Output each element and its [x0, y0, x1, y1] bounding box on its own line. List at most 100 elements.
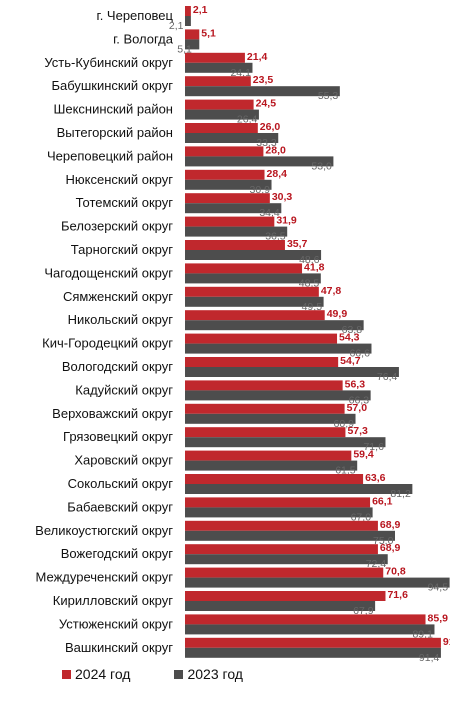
data-label-2024: 66,1: [372, 495, 393, 507]
data-label-2023: 94,5: [428, 582, 449, 594]
data-label-2024: 21,4: [247, 51, 268, 63]
bar-2023: [185, 320, 364, 331]
bar-2023: [185, 250, 322, 260]
bar-2023: [185, 62, 253, 73]
data-label-2023: 61,5: [335, 465, 356, 477]
category-label: Никольский округ: [68, 312, 174, 327]
bar-2023: [185, 343, 372, 354]
bar-2023: [185, 624, 435, 635]
data-label-2024: 70,8: [385, 566, 406, 578]
bar-2024: [185, 357, 339, 367]
data-label-2023: 53,0: [311, 160, 332, 172]
data-label-2023: 60,9: [334, 418, 355, 430]
data-label-2023: 5,1: [177, 43, 192, 55]
data-label-2023: 33,3: [256, 137, 277, 149]
data-label-2023: 2,1: [169, 20, 184, 32]
category-label: Грязовецкий округ: [63, 429, 173, 444]
bar-2024: [185, 286, 319, 297]
bar-2024: [185, 520, 378, 531]
category-label: Кирилловский округ: [53, 593, 173, 608]
category-label: Верховажский округ: [52, 406, 173, 421]
bar-2024: [185, 450, 352, 461]
data-label-2024: 85,9: [428, 612, 449, 624]
bar-2023: [185, 484, 413, 494]
bar-2024: [185, 99, 254, 110]
data-label-2023: 63,8: [342, 324, 363, 336]
data-label-2024: 24,5: [256, 98, 277, 110]
bar-2023: [185, 156, 334, 167]
data-label-2023: 81,2: [390, 488, 411, 500]
bar-2024: [185, 403, 345, 414]
data-label-2024: 68,9: [380, 542, 401, 554]
data-label-2023: 48,5: [299, 277, 320, 289]
data-label-2024: 26,0: [260, 121, 281, 133]
bar-2023: [185, 296, 324, 307]
bar-2024: [185, 637, 441, 648]
bar-2024: [185, 380, 343, 391]
data-label-2024: 47,8: [321, 285, 342, 297]
category-label: Харовский округ: [74, 453, 173, 468]
bar-2023: [185, 133, 279, 143]
data-label-2023: 72,4: [366, 558, 387, 570]
data-label-2023: 76,4: [377, 371, 398, 383]
legend-label-2024: 2024 год: [75, 666, 131, 682]
bar-2023: [185, 390, 371, 401]
legend-swatch-2023: [174, 669, 184, 679]
data-label-2024: 91,4: [443, 636, 450, 648]
data-label-2024: 2,1: [193, 4, 208, 16]
category-label: Шекснинский район: [53, 102, 173, 117]
bar-2024: [185, 6, 191, 16]
bar-2024: [185, 614, 426, 625]
category-label: Череповецкий район: [47, 148, 173, 163]
data-label-2023: 71,6: [363, 441, 384, 453]
data-label-2024: 49,9: [327, 308, 348, 320]
bar-2024: [185, 567, 384, 578]
bar-2024: [185, 591, 386, 601]
data-label-2023: 48,6: [299, 254, 320, 266]
category-label: г. Вологда: [113, 31, 174, 46]
bar-2023: [185, 413, 356, 424]
bar-2024: [185, 216, 275, 227]
data-label-2024: 41,8: [304, 261, 325, 273]
category-label: Кич-Городецкий округ: [42, 336, 173, 351]
data-label-2023: 75,0: [373, 535, 394, 547]
bar-2023: [185, 554, 388, 565]
data-label-2023: 67,9: [353, 605, 374, 617]
bar-2024: [185, 146, 264, 157]
category-label: Вытегорский район: [57, 125, 173, 140]
bar-2024: [185, 193, 270, 204]
bar-2023: [185, 203, 282, 214]
bar-2023: [185, 647, 441, 658]
data-label-2023: 89,1: [412, 628, 433, 640]
data-label-2024: 57,3: [347, 425, 368, 437]
bar-2023: [185, 460, 358, 471]
bar-2024: [185, 333, 338, 344]
data-label-2023: 55,3: [318, 90, 339, 102]
bar-2024: [185, 52, 245, 63]
category-label: Сямженский округ: [63, 289, 173, 304]
bar-2024: [185, 123, 258, 133]
category-label: Вашкинский округ: [65, 640, 173, 655]
bar-2024: [185, 544, 378, 555]
bar-2024: [185, 263, 303, 274]
category-label: г. Череповец: [97, 8, 174, 23]
bar-2023: [185, 226, 288, 237]
bar-2024: [185, 310, 325, 321]
bar-2023: [185, 530, 395, 541]
category-label: Бабушкинский округ: [51, 78, 173, 93]
category-label: Вологодский округ: [62, 359, 173, 374]
bar-2024: [185, 76, 251, 87]
data-label-2024: 63,6: [365, 472, 386, 484]
data-label-2023: 67,0: [351, 511, 372, 523]
data-label-2024: 71,6: [387, 589, 408, 601]
legend-label-2023: 2023 год: [187, 666, 243, 682]
category-label: Великоустюгский округ: [35, 523, 173, 538]
bar-2023: [185, 179, 272, 190]
category-label: Бабаевский округ: [67, 499, 173, 514]
data-label-2023: 66,3: [349, 394, 370, 406]
category-label: Тарногский округ: [71, 242, 174, 257]
category-label: Усть-Кубинский округ: [44, 55, 173, 70]
data-label-2023: 30,9: [250, 184, 271, 196]
bar-2024: [185, 240, 285, 250]
